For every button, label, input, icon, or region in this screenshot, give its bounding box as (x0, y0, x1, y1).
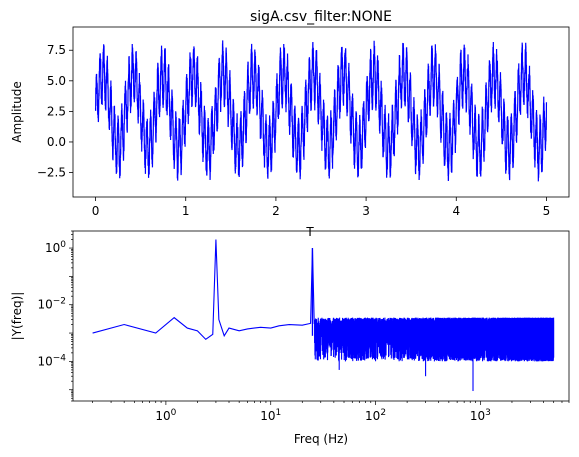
top-axes-frame (72, 26, 570, 198)
bottom-axes-frame (72, 230, 570, 402)
top-y-tick-label: 2.5 (47, 104, 66, 118)
top-y-axis-label: Amplitude (10, 81, 24, 143)
top-plot-area (94, 40, 548, 182)
bottom-x-tick-label: 103 (470, 408, 491, 423)
top-signal-line (94, 40, 548, 182)
bottom-x-axis-label: Freq (Hz) (294, 432, 348, 446)
bottom-spectrum-line (92, 239, 555, 362)
top-x-axis-label: T (305, 225, 314, 239)
bottom-x-tick-label: 100 (155, 408, 176, 423)
top-x-ticks: 0 1 2 3 4 5 (92, 197, 551, 218)
top-y-ticks: −2.5 0.0 2.5 5.0 7.5 (37, 43, 73, 180)
bottom-panel: 100 101 102 103 10−4 10−2 100 |Y(freq)| Freq … (10, 230, 570, 446)
top-y-tick-label: −2.5 (37, 166, 66, 180)
top-chart-title: sigA.csv_filter:NONE (250, 9, 392, 25)
bottom-y-tick-label: 10−2 (37, 297, 66, 312)
top-x-tick-label: 5 (543, 204, 551, 218)
bottom-x-ticks: 100 101 102 103 (92, 401, 570, 423)
bottom-x-tick-label: 101 (260, 408, 281, 423)
bottom-y-ticks: 10−4 10−2 100 (37, 230, 73, 402)
bottom-plot-area (92, 239, 555, 392)
top-y-tick-label: 5.0 (47, 74, 66, 88)
top-x-tick-label: 1 (182, 204, 190, 218)
top-y-tick-label: 0.0 (47, 135, 66, 149)
top-x-tick-label: 0 (92, 204, 100, 218)
top-x-tick-label: 3 (362, 204, 370, 218)
bottom-y-tick-label: 100 (45, 240, 66, 255)
top-panel: 0 1 2 3 4 5 −2.5 0.0 2.5 5.0 7.5 sigA.csv_filter:… (10, 9, 570, 239)
top-x-tick-label: 2 (272, 204, 280, 218)
bottom-y-axis-label: |Y(freq)| (10, 292, 24, 341)
top-x-tick-label: 4 (452, 204, 460, 218)
bottom-y-tick-label: 10−4 (37, 353, 66, 368)
top-y-tick-label: 7.5 (47, 43, 66, 57)
bottom-x-tick-label: 102 (365, 408, 386, 423)
